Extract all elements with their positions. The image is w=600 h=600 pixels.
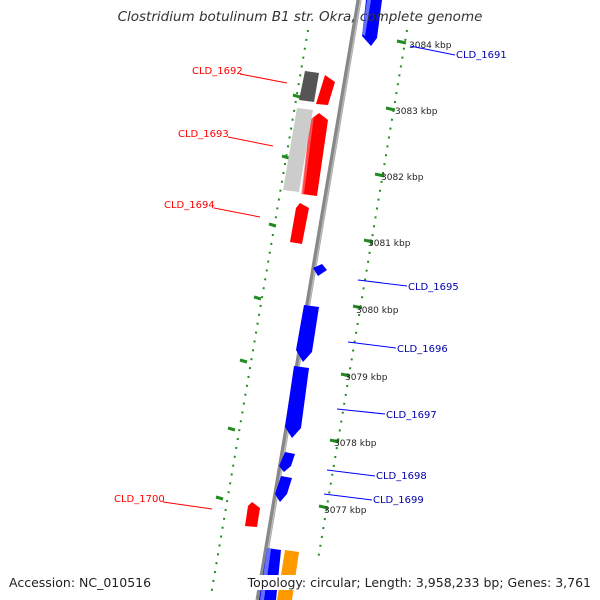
tick-label-3078: 3078 kbp [334,439,377,449]
major-ticks-inner [215,93,301,501]
label-cld1699: CLD_1699 [373,495,424,506]
accession-text: Accession: NC_010516 [9,575,152,590]
label-cld1692: CLD_1692 [192,66,243,77]
tick-label-3079: 3079 kbp [345,373,388,383]
gene-cld1693-gray [283,108,313,192]
gene-cld1695 [313,264,327,276]
gene-cld1693-red [302,113,328,196]
tick-label-3080: 3080 kbp [356,306,399,316]
inner-tick-track [210,29,309,596]
label-cld1696: CLD_1696 [397,344,448,355]
gene-cld1696 [296,305,319,362]
tick-label-3077: 3077 kbp [324,506,367,516]
gene-cld1691-shade [362,0,371,36]
gene-cld1693-shade [301,116,314,194]
genome-backbone-highlight [258,0,362,600]
gene-cld1698a [279,452,295,472]
label-cld1700: CLD_1700 [114,494,165,505]
genome-summary-text: Topology: circular; Length: 3,958,233 bp… [247,575,591,590]
tick-label-3084: 3084 kbp [409,41,452,51]
label-cld1697: CLD_1697 [386,410,437,421]
label-cld1695: CLD_1695 [408,282,459,293]
reverse-genes [245,75,335,527]
gene-cld1698b [275,476,292,502]
gene-cld1692-red [316,75,335,105]
tick-label-3081: 3081 kbp [368,239,411,249]
tick-label-3082: 3082 kbp [381,173,424,183]
gene-cld1692-gray [299,71,319,102]
gene-cld1700 [245,502,260,527]
label-cld1691: CLD_1691 [456,50,507,61]
major-ticks-outer [318,39,407,510]
gene-cld1697 [285,366,309,438]
map-title: Clostridium botulinum B1 str. Okra, comp… [117,9,483,25]
label-leaders-left [162,73,288,510]
genome-backbone [255,0,362,600]
gene-cld1694 [290,203,309,244]
label-cld1694: CLD_1694 [164,200,215,211]
tick-label-3083: 3083 kbp [395,107,438,117]
label-leaders-right [323,45,456,501]
label-cld1693: CLD_1693 [178,129,229,140]
label-cld1698: CLD_1698 [376,471,427,482]
